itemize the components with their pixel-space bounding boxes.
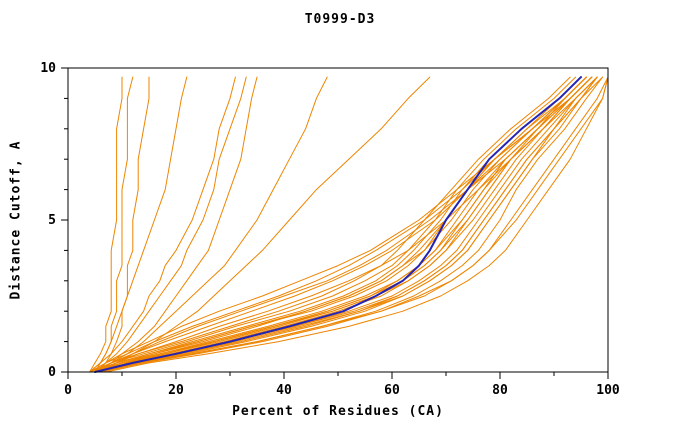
model-curve	[94, 76, 134, 373]
model-curve	[94, 76, 598, 373]
x-axis-label: Percent of Residues (CA)	[232, 404, 444, 419]
model-curve	[99, 76, 609, 373]
model-curve	[89, 76, 236, 373]
reference-curve	[94, 76, 582, 373]
plot-border	[67, 67, 609, 373]
model-curve	[89, 76, 577, 373]
model-curve	[89, 76, 123, 373]
model-curve	[99, 76, 431, 373]
model-curve	[99, 76, 587, 373]
x-tick-label: 0	[64, 383, 72, 398]
x-tick-label: 40	[276, 383, 292, 398]
model-curve	[94, 76, 247, 373]
model-curve	[105, 76, 609, 373]
chart-title: T0999-D3	[304, 12, 376, 27]
model-curve	[94, 76, 598, 373]
y-tick-label: 10	[40, 61, 56, 76]
model-curve	[99, 76, 593, 373]
model-curve	[94, 76, 593, 373]
model-curve	[99, 76, 604, 373]
model-curve	[89, 76, 571, 373]
model-curve	[94, 76, 598, 373]
model-curve	[89, 76, 582, 373]
model-curve	[94, 76, 150, 373]
y-tick-label: 0	[48, 365, 56, 380]
x-tick-label: 80	[492, 383, 508, 398]
model-curve	[89, 76, 188, 373]
x-tick-label: 100	[596, 383, 620, 398]
model-curve	[89, 76, 587, 373]
x-tick-label: 20	[168, 383, 184, 398]
model-curve	[94, 76, 587, 373]
y-tick-label: 5	[48, 213, 56, 228]
x-tick-label: 60	[384, 383, 400, 398]
model-curve	[99, 76, 604, 373]
model-curve	[94, 76, 258, 373]
model-curve	[99, 76, 598, 373]
